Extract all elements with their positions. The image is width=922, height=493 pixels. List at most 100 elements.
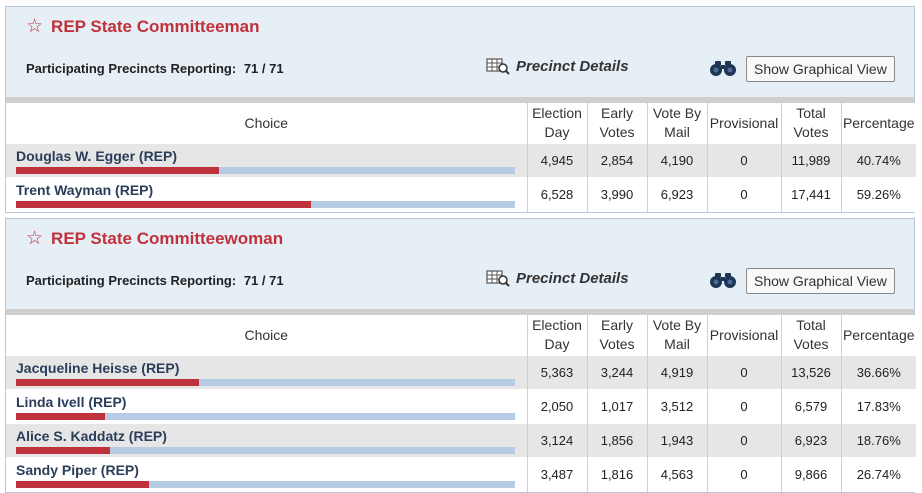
race-title-text: REP State Committeewoman [51, 228, 284, 248]
total-votes: 11,989 [780, 143, 841, 178]
table-row: Douglas W. Egger (REP) 4,945 2,854 4,190… [6, 143, 916, 178]
star-icon[interactable]: ☆ [26, 228, 44, 249]
col-early-votes: Early Votes [586, 103, 647, 144]
precincts-label: Participating Precincts Reporting: [26, 273, 237, 288]
election-day-votes: 3,124 [526, 423, 587, 458]
table-row: Linda Ivell (REP) 2,050 1,017 3,512 0 6,… [6, 389, 916, 424]
vote-share-fill [16, 481, 150, 489]
vote-share-bar [16, 167, 515, 174]
race-header: ☆ REP State Committeewoman Participating… [6, 219, 914, 309]
percentage: 36.66% [840, 355, 916, 390]
race-title: ☆ REP State Committeeman [26, 15, 260, 38]
table-header-row: Choice Election Day Early Votes Vote By Mai… [6, 315, 916, 356]
candidate-cell: Alice S. Kaddatz (REP) [6, 423, 527, 458]
col-provisional: Provisional [706, 103, 781, 144]
table-header-row: Choice Election Day Early Votes Vote By Mai… [6, 103, 916, 144]
mail-votes: 4,919 [646, 355, 707, 390]
candidate-name: Linda Ivell (REP) [16, 394, 127, 410]
col-choice: Choice [6, 315, 527, 356]
mail-votes: 6,923 [646, 177, 707, 212]
mail-votes: 4,563 [646, 457, 707, 492]
early-votes: 1,017 [586, 389, 647, 424]
precincts-label: Participating Precincts Reporting: [26, 61, 237, 76]
election-day-votes: 3,487 [526, 457, 587, 492]
col-choice: Choice [6, 103, 527, 144]
precinct-details-label: Precinct Details [516, 57, 629, 75]
candidate-name: Sandy Piper (REP) [16, 462, 139, 479]
candidate-name: Jacqueline Heisse (REP) [16, 360, 180, 376]
star-icon[interactable]: ☆ [26, 16, 44, 37]
percentage: 40.74% [840, 143, 916, 178]
election-day-votes: 2,050 [526, 389, 587, 424]
col-total-votes: Total Votes [780, 315, 841, 356]
table-row: Trent Wayman (REP) 6,528 3,990 6,923 0 1… [6, 177, 916, 212]
race-panel-committeeman: ☆ REP State Committeeman Participating P… [5, 6, 916, 213]
candidate-cell: Douglas W. Egger (REP) [6, 143, 527, 178]
early-votes: 1,816 [586, 457, 647, 492]
vote-share-bar [16, 481, 515, 489]
table-row: Jacqueline Heisse (REP) 5,363 3,244 4,91… [6, 355, 916, 390]
vote-share-fill [16, 413, 105, 420]
early-votes: 1,856 [586, 423, 647, 458]
total-votes: 9,866 [780, 457, 841, 492]
col-percentage: Percentage [840, 315, 916, 356]
race-title: ☆ REP State Committeewoman [26, 227, 283, 250]
vote-share-fill [16, 167, 220, 174]
col-provisional: Provisional [706, 315, 781, 356]
col-total-votes: Total Votes [780, 103, 841, 144]
candidate-name: Alice S. Kaddatz (REP) [16, 428, 167, 444]
percentage: 17.83% [840, 389, 916, 424]
vote-share-fill [16, 447, 110, 454]
table-row: Sandy Piper (REP) 3,487 1,816 4,563 0 9,… [6, 457, 916, 492]
precincts-reporting: Participating Precincts Reporting: 71 / … [26, 273, 284, 288]
show-graphical-view-button[interactable]: Show Graphical View [746, 268, 895, 294]
vote-share-bar [16, 201, 515, 209]
results-table: Choice Election Day Early Votes Vote By Mai… [6, 315, 916, 492]
precincts-value: 71 / 71 [243, 61, 284, 76]
percentage: 26.74% [840, 457, 916, 492]
percentage: 18.76% [840, 423, 916, 458]
col-election-day: Election Day [526, 315, 587, 356]
vote-share-bar [16, 379, 515, 386]
col-early-votes: Early Votes [586, 315, 647, 356]
candidate-cell: Jacqueline Heisse (REP) [6, 355, 527, 390]
provisional-votes: 0 [706, 143, 781, 178]
mail-votes: 4,190 [646, 143, 707, 178]
election-day-votes: 4,945 [526, 143, 587, 178]
provisional-votes: 0 [706, 177, 781, 212]
show-graphical-view-button[interactable]: Show Graphical View [746, 56, 895, 82]
precincts-reporting: Participating Precincts Reporting: 71 / … [26, 61, 284, 76]
grid-magnifier-icon [486, 58, 510, 75]
early-votes: 3,244 [586, 355, 647, 390]
provisional-votes: 0 [706, 355, 781, 390]
precinct-details-label: Precinct Details [516, 269, 629, 287]
col-vote-by-mail: Vote By Mail [646, 315, 707, 356]
vote-share-fill [16, 379, 199, 386]
total-votes: 6,923 [780, 423, 841, 458]
col-vote-by-mail: Vote By Mail [646, 103, 707, 144]
binoculars-icon[interactable] [709, 59, 737, 77]
provisional-votes: 0 [706, 457, 781, 492]
race-panel-committeewoman: ☆ REP State Committeewoman Participating… [5, 218, 916, 493]
candidate-name: Trent Wayman (REP) [16, 182, 154, 199]
candidate-cell: Trent Wayman (REP) [6, 177, 527, 212]
vote-share-bar [16, 447, 515, 454]
vote-share-fill [16, 201, 312, 209]
col-percentage: Percentage [840, 103, 916, 144]
total-votes: 17,441 [780, 177, 841, 212]
precinct-details-link[interactable]: Precinct Details [486, 57, 629, 75]
vote-share-bar [16, 413, 515, 420]
provisional-votes: 0 [706, 389, 781, 424]
precincts-value: 71 / 71 [243, 273, 284, 288]
grid-magnifier-icon [486, 270, 510, 287]
early-votes: 2,854 [586, 143, 647, 178]
binoculars-icon[interactable] [709, 271, 737, 289]
candidate-cell: Linda Ivell (REP) [6, 389, 527, 424]
mail-votes: 3,512 [646, 389, 707, 424]
race-header: ☆ REP State Committeeman Participating P… [6, 7, 914, 97]
precinct-details-link[interactable]: Precinct Details [486, 269, 629, 287]
candidate-cell: Sandy Piper (REP) [6, 457, 527, 492]
election-day-votes: 6,528 [526, 177, 587, 212]
total-votes: 13,526 [780, 355, 841, 390]
candidate-name: Douglas W. Egger (REP) [16, 148, 178, 164]
